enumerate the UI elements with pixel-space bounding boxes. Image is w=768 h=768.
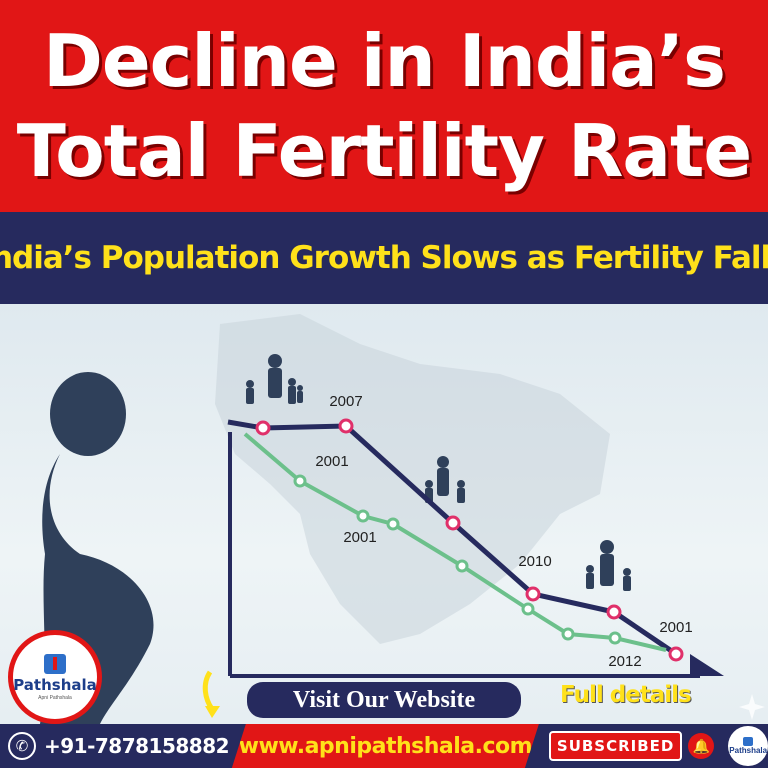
- subtitle-bar: India’s Population Growth Slows as Ferti…: [0, 212, 768, 304]
- title-line-1: Decline in India’s: [43, 19, 726, 103]
- series-1-point: [668, 646, 684, 662]
- series-1-point: [255, 420, 271, 436]
- book-icon: [44, 653, 66, 674]
- logo-tagline: Apni Pathshala: [38, 694, 72, 701]
- series-2-point: [561, 627, 575, 641]
- curved-arrow-icon: [202, 670, 215, 711]
- header-banner: Decline in India’s Total Fertility Rate: [0, 0, 768, 212]
- title-line-2: Total Fertility Rate: [16, 109, 753, 193]
- year-label: 2001: [659, 619, 692, 636]
- family-icon-3: [586, 540, 631, 591]
- pathshala-logo: Pathshala Apni Pathshala: [8, 630, 102, 724]
- family-icon-2: [425, 456, 465, 503]
- website-link[interactable]: www.apnipathshala.com: [232, 724, 539, 768]
- family-icon-1: [246, 354, 303, 404]
- book-icon: [743, 737, 754, 746]
- website-url: www.apnipathshala.com: [238, 733, 533, 759]
- india-map-shape: [215, 314, 610, 644]
- phone-icon: ✆: [8, 732, 36, 760]
- logo-brand: Pathshala: [13, 675, 97, 694]
- footer-logo: Pathshala: [728, 726, 768, 766]
- year-label: 2010: [518, 553, 551, 570]
- sparkle-icon: [739, 694, 765, 720]
- phone-contact[interactable]: ✆ +91-7878158882: [0, 732, 232, 760]
- series-2-point: [386, 517, 400, 531]
- series-2-point: [521, 602, 535, 616]
- series-1-point: [606, 604, 622, 620]
- phone-number: +91-7878158882: [44, 734, 230, 758]
- series-1-point: [525, 586, 541, 602]
- visit-website-label: Visit Our Website: [292, 686, 476, 713]
- subscribe-button[interactable]: SUBSCRIBED: [548, 731, 683, 761]
- visit-website-button[interactable]: Visit Our Website: [247, 682, 521, 718]
- subtitle: India’s Population Growth Slows as Ferti…: [0, 240, 768, 276]
- axis-arrowhead: [690, 654, 724, 676]
- series-1-point: [338, 418, 354, 434]
- year-label: 2001: [343, 529, 376, 546]
- year-label: 2007: [329, 393, 362, 410]
- year-label: 2012: [608, 653, 641, 670]
- series-2-point: [608, 631, 622, 645]
- footer-bar: ✆ +91-7878158882 www.apnipathshala.com S…: [0, 724, 768, 768]
- series-1-point: [445, 515, 461, 531]
- bell-icon: 🔔: [688, 733, 715, 759]
- subscribe-group[interactable]: SUBSCRIBED 🔔: [548, 731, 715, 761]
- trend-chart: 2007 2001 2010 2001 2001 2012: [40, 314, 765, 724]
- year-label: 2001: [315, 453, 348, 470]
- main-illustration: 2007 2001 2010 2001 2001 2012 Pathshala Apni …: [0, 304, 768, 724]
- series-2-point: [356, 509, 370, 523]
- full-details-label: Full details: [560, 682, 692, 708]
- series-2-point: [293, 474, 307, 488]
- series-2-point: [455, 559, 469, 573]
- footer-logo-brand: Pathshala: [729, 746, 768, 755]
